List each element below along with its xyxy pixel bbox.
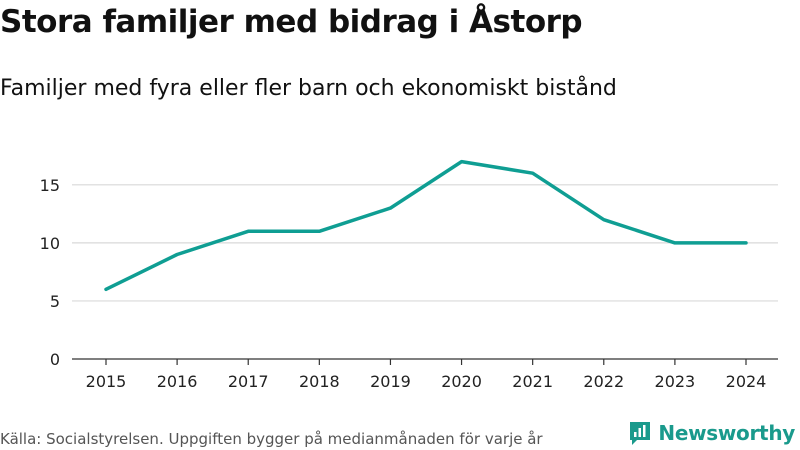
data-point-2019 (388, 206, 392, 210)
data-point-2017 (246, 229, 250, 233)
x-tick-label-2020: 2020 (441, 372, 482, 391)
brand-name: Newsworthy (658, 421, 795, 445)
data-point-2022 (602, 218, 606, 222)
source-note: Källa: Socialstyrelsen. Uppgiften bygger… (0, 430, 543, 448)
data-point-2018 (317, 229, 321, 233)
newsworthy-logo-icon (630, 422, 651, 445)
chart-title: Stora familjer med bidrag i Åstorp (0, 4, 583, 40)
x-tick-label-2015: 2015 (86, 372, 127, 391)
series-line-0 (104, 159, 748, 292)
y-tick-label-10: 10 (40, 234, 60, 253)
data-point-2021 (531, 171, 535, 175)
data-point-2024 (744, 241, 748, 245)
x-tick-label-2017: 2017 (228, 372, 269, 391)
brand-logo: Newsworthy (628, 420, 795, 446)
x-tick-label-2021: 2021 (512, 372, 553, 391)
chart-subtitle: Familjer med fyra eller fler barn och ek… (0, 76, 617, 101)
y-tick-label-15: 15 (40, 176, 60, 195)
data-point-2016 (175, 253, 179, 257)
x-tick-label-2018: 2018 (299, 372, 340, 391)
data-point-2015 (104, 287, 108, 291)
x-tick-label-2022: 2022 (583, 372, 624, 391)
x-tick-label-2016: 2016 (157, 372, 198, 391)
x-tick-label-2024: 2024 (726, 372, 767, 391)
y-tick-label-5: 5 (50, 292, 60, 311)
x-tick-label-2023: 2023 (655, 372, 696, 391)
data-point-2020 (460, 160, 464, 164)
data-point-2023 (673, 241, 677, 245)
x-tick-label-2019: 2019 (370, 372, 411, 391)
y-tick-label-0: 0 (50, 350, 60, 369)
